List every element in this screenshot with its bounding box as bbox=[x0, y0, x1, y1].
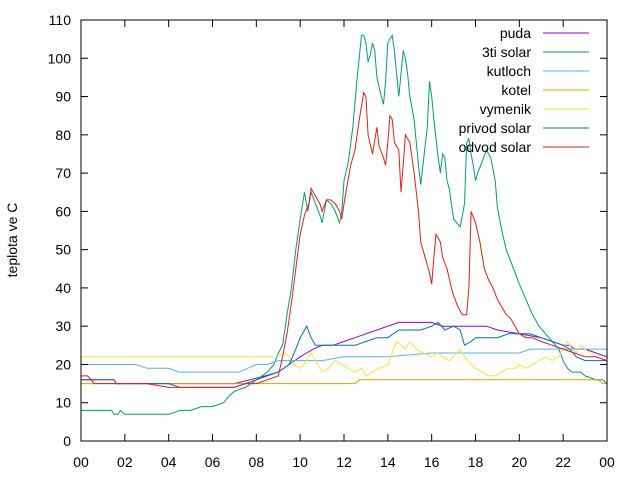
y-tick-label: 60 bbox=[55, 203, 71, 219]
legend-label: puda bbox=[500, 25, 531, 41]
y-tick-label: 110 bbox=[49, 12, 72, 28]
x-tick-label: 00 bbox=[599, 454, 615, 470]
legend-label: kotel bbox=[501, 82, 531, 98]
x-tick-label: 12 bbox=[336, 454, 352, 470]
x-tick-label: 22 bbox=[555, 454, 571, 470]
y-tick-label: 90 bbox=[55, 89, 71, 105]
legend-label: odvod solar bbox=[459, 139, 532, 155]
series-line-odvod-solar bbox=[81, 91, 608, 388]
y-tick-label: 10 bbox=[55, 395, 71, 411]
legend: puda 3ti solar kutloch kotel vymenik privod s… bbox=[459, 25, 589, 155]
x-tick-label: 16 bbox=[424, 454, 440, 470]
series-layer bbox=[81, 33, 608, 415]
x-tick-label: 10 bbox=[292, 454, 308, 470]
y-axis-label: teplota ve C bbox=[4, 203, 20, 278]
legend-label: vymenik bbox=[480, 101, 532, 117]
y-tick-label: 100 bbox=[48, 50, 72, 66]
x-tick-label: 20 bbox=[512, 454, 528, 470]
x-tick-label: 14 bbox=[380, 454, 396, 470]
series-line-kutloch bbox=[81, 348, 607, 373]
y-tick-label: 40 bbox=[55, 280, 71, 296]
y-tick-label: 70 bbox=[55, 165, 71, 181]
x-tick-label: 06 bbox=[205, 454, 221, 470]
y-tick-label: 30 bbox=[55, 318, 71, 334]
series-line-kotel bbox=[81, 379, 607, 385]
y-tick-label: 80 bbox=[55, 127, 71, 143]
y-tick-label: 50 bbox=[55, 242, 71, 258]
x-tick-label: 18 bbox=[468, 454, 484, 470]
series-line-3ti-solar bbox=[81, 33, 608, 415]
legend-label: privod solar bbox=[459, 120, 532, 136]
x-tick-label: 08 bbox=[249, 454, 265, 470]
legend-label: 3ti solar bbox=[482, 44, 531, 60]
x-tick-label: 02 bbox=[117, 454, 133, 470]
ticks-layer: 0 10 20 30 40 50 60 70 80 90 100 110 00 02 04 06 08 10 12 1… bbox=[48, 12, 615, 470]
legend-label: kutloch bbox=[487, 63, 531, 79]
x-tick-label: 00 bbox=[73, 454, 89, 470]
y-tick-label: 20 bbox=[55, 356, 71, 372]
y-tick-label: 0 bbox=[63, 433, 71, 449]
series-line-vymenik bbox=[81, 340, 608, 377]
x-tick-label: 04 bbox=[161, 454, 177, 470]
